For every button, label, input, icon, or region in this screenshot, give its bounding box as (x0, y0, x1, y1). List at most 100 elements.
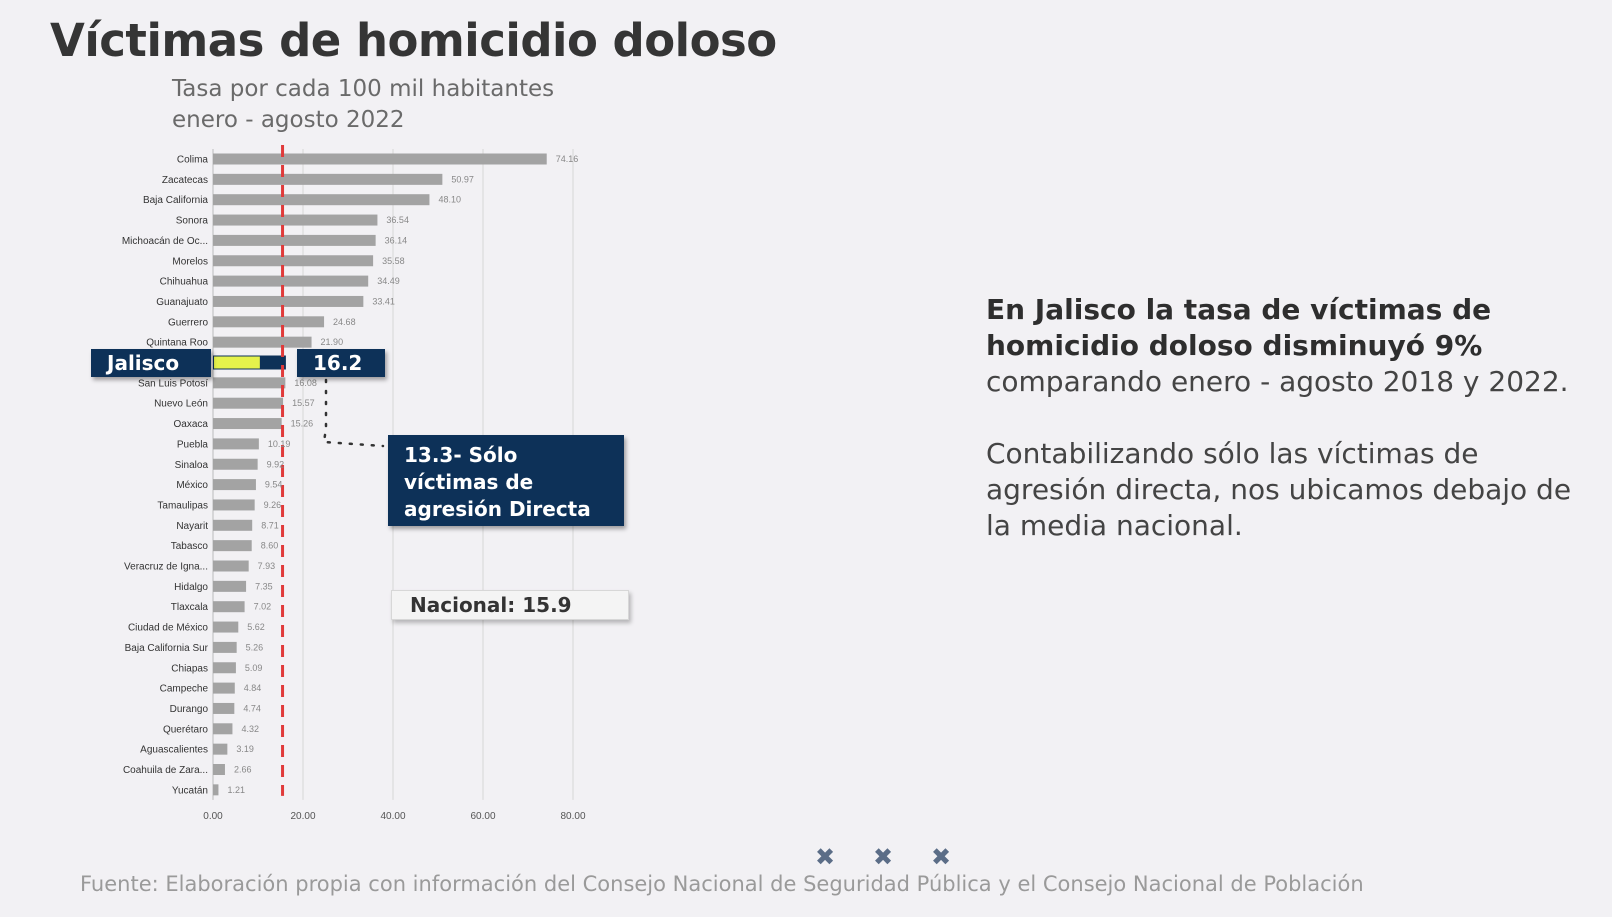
data-label: 15.26 (291, 419, 314, 429)
bar (213, 438, 259, 450)
category-label: Baja California Sur (125, 643, 209, 654)
category-label: Tlaxcala (171, 602, 209, 613)
bar (213, 764, 225, 775)
data-label: 4.32 (241, 724, 259, 734)
category-label: Nayarit (176, 521, 208, 532)
bar (213, 723, 233, 735)
data-label: 5.26 (246, 642, 264, 652)
bar (213, 784, 219, 796)
bar (213, 580, 247, 592)
nav-close-icon[interactable]: ✖ (872, 843, 894, 871)
data-label: 9.26 (264, 500, 282, 510)
category-label: Morelos (172, 256, 208, 267)
slide-nav: ✖ ✖ ✖ (814, 842, 974, 872)
data-label: 74.16 (556, 154, 579, 164)
direct-aggression-callout: 13.3- Sólo víctimas de agresión Directa (388, 435, 624, 526)
bar (213, 153, 547, 165)
summary-text: En Jalisco la tasa de víctimas de homici… (986, 292, 1586, 544)
bar (213, 621, 239, 633)
bar (213, 499, 255, 511)
bar (213, 479, 256, 491)
data-label: 36.14 (385, 235, 408, 245)
jalisco-callout-value: 16.2 (297, 349, 385, 377)
category-label: Yucatán (172, 785, 208, 796)
data-label: 1.21 (227, 785, 245, 795)
direct-callout-line-2: víctimas de (404, 470, 534, 494)
bar (213, 194, 430, 206)
category-label: Campeche (160, 684, 209, 695)
bar (213, 397, 284, 409)
bar (213, 336, 312, 348)
data-label: 9.92 (267, 459, 285, 469)
data-label: 16.08 (294, 378, 317, 388)
data-label: 21.90 (321, 337, 344, 347)
data-label: 7.02 (254, 602, 272, 612)
bar (213, 377, 286, 389)
data-label: 9.54 (265, 480, 283, 490)
nav-close-icon[interactable]: ✖ (930, 843, 952, 871)
data-label: 35.58 (382, 256, 405, 266)
nav-close-icon[interactable]: ✖ (814, 843, 836, 871)
summary-paragraph-2: Contabilizando sólo las víctimas de agre… (986, 437, 1572, 542)
bar (213, 214, 378, 226)
data-label: 5.09 (245, 663, 263, 673)
data-label: 36.54 (386, 215, 409, 225)
bar (213, 540, 252, 552)
bar (213, 702, 235, 714)
x-tick-label: 40.00 (380, 811, 405, 822)
bar (213, 682, 235, 694)
bar (213, 255, 374, 267)
data-label: 4.74 (243, 703, 261, 713)
data-label: 7.93 (258, 561, 276, 571)
category-label: Hidalgo (174, 582, 208, 593)
summary-paragraph-1: En Jalisco la tasa de víctimas de homici… (986, 292, 1586, 400)
national-average-box: Nacional: 15.9 (391, 590, 629, 620)
bar (213, 641, 237, 653)
data-label: 4.84 (244, 683, 262, 693)
category-label: Tamaulipas (157, 500, 208, 511)
category-label: Durango (170, 704, 209, 715)
bar (213, 295, 364, 307)
data-label: 48.10 (438, 195, 461, 205)
data-label: 33.41 (372, 296, 395, 306)
bar (213, 601, 245, 613)
bar (213, 173, 443, 185)
bar (213, 275, 369, 287)
bar (213, 560, 249, 572)
data-label: 24.68 (333, 317, 356, 327)
category-label: Colima (177, 155, 209, 166)
x-tick-label: 20.00 (290, 811, 315, 822)
summary-bold: En Jalisco la tasa de víctimas de homici… (986, 293, 1492, 362)
data-label: 3.19 (236, 744, 254, 754)
bar (213, 234, 376, 246)
x-tick-label: 60.00 (470, 811, 495, 822)
category-label: Oaxaca (174, 419, 209, 430)
chart-subtitle: Tasa por cada 100 mil habitantes (172, 76, 555, 102)
category-label: Chihuahua (160, 277, 209, 288)
x-tick-label: 80.00 (560, 811, 585, 822)
category-label: Quintana Roo (146, 338, 208, 349)
category-label: Sinaloa (175, 460, 209, 471)
category-label: San Luis Potosí (138, 378, 208, 389)
data-label: 8.71 (261, 520, 279, 530)
bar (213, 316, 325, 328)
chart-period: enero - agosto 2022 (172, 107, 405, 133)
callout-leader (316, 366, 385, 448)
page-title: Víctimas de homicidio doloso (50, 14, 777, 67)
source-note: Fuente: Elaboración propia con informaci… (80, 872, 1364, 896)
bar (213, 458, 258, 470)
data-label: 15.57 (292, 398, 315, 408)
category-label: Michoacán de Oc... (122, 236, 208, 247)
category-label: Nuevo León (154, 399, 208, 410)
bar (213, 418, 282, 430)
data-label: 8.60 (261, 541, 279, 551)
category-label: Puebla (177, 439, 209, 450)
bar (213, 662, 236, 674)
data-label: 5.62 (247, 622, 265, 632)
direct-callout-line-1: 13.3- Sólo (404, 443, 518, 467)
category-label: Chiapas (171, 663, 208, 674)
data-label: 10.19 (268, 439, 291, 449)
data-label: 34.49 (377, 276, 400, 286)
category-label: Guerrero (168, 317, 208, 328)
data-label: 7.35 (255, 581, 273, 591)
